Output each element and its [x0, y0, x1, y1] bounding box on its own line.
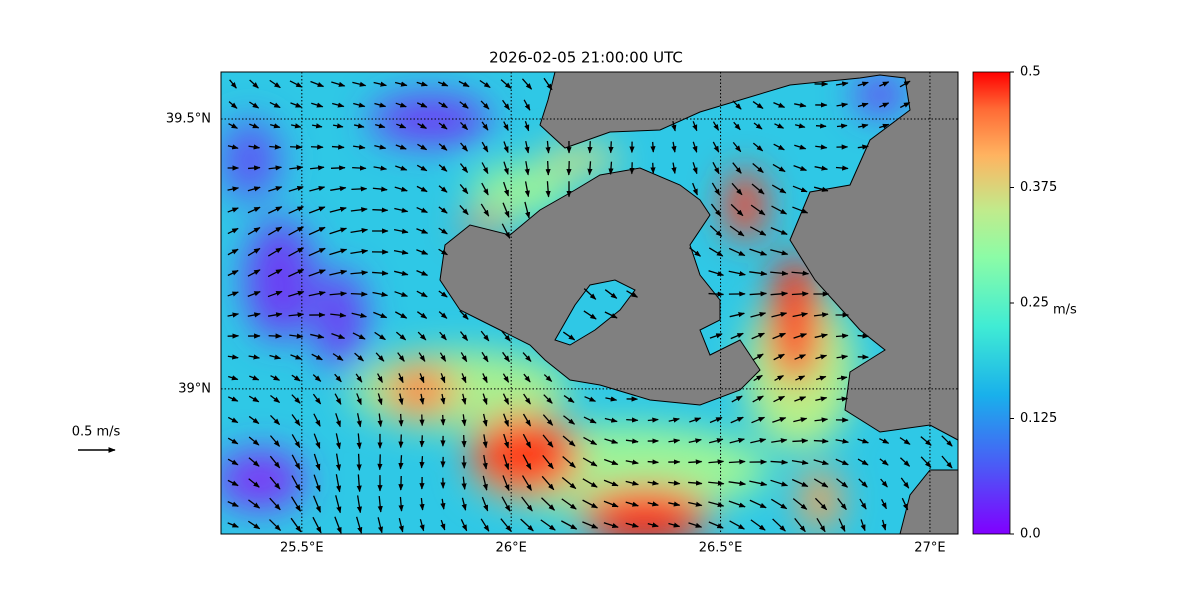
current-arrow — [611, 162, 612, 175]
current-arrow — [401, 414, 402, 426]
lat-tick-label: 39.5°N — [166, 111, 211, 126]
current-arrow — [331, 168, 345, 169]
colorbar-tick-label: 0.25 — [1020, 296, 1049, 311]
current-arrow — [858, 336, 869, 337]
current-arrow — [401, 434, 402, 447]
current-arrow — [290, 147, 302, 148]
current-arrow — [332, 147, 344, 148]
current-arrow — [816, 126, 826, 127]
lat-tick-label: 39°N — [178, 381, 211, 396]
speed-field — [215, 72, 958, 543]
current-arrow — [626, 420, 638, 421]
current-arrow — [648, 462, 659, 463]
current-arrow — [464, 435, 465, 447]
current-arrow — [422, 435, 423, 446]
colorbar-tick-label: 0.375 — [1020, 180, 1057, 195]
current-arrow — [422, 456, 423, 468]
current-arrow — [611, 141, 612, 152]
colorbar-tick-label: 0.0 — [1020, 527, 1041, 542]
current-arrow — [248, 168, 260, 169]
current-arrow — [351, 294, 367, 295]
colorbar-tick-label: 0.5 — [1020, 65, 1041, 80]
current-arrow — [653, 142, 654, 152]
current-arrow — [351, 189, 366, 190]
map-title: 2026-02-05 21:00:00 UTC — [489, 49, 683, 67]
current-arrow — [464, 456, 465, 468]
current-arrow — [443, 415, 444, 425]
current-arrow — [352, 168, 366, 169]
quiver-key-label: 0.5 m/s — [72, 425, 121, 440]
lon-tick-label: 26.5°E — [699, 541, 743, 556]
colorbar — [973, 72, 1010, 534]
colorbar-label: m/s — [1053, 303, 1077, 318]
current-arrow — [548, 161, 549, 175]
current-arrow — [372, 210, 387, 211]
current-arrow — [359, 454, 360, 470]
current-arrow — [311, 147, 323, 148]
current-arrow — [792, 441, 807, 442]
lon-tick-label: 27°E — [914, 541, 945, 556]
current-arrow — [814, 441, 828, 442]
current-arrow — [688, 462, 701, 463]
current-arrow — [653, 163, 654, 173]
current-arrow — [269, 336, 282, 337]
current-arrow — [709, 294, 724, 295]
lon-tick-label: 25.5°E — [280, 541, 324, 556]
lon-tick-label: 26°E — [496, 541, 527, 556]
colorbar-tick-label: 0.125 — [1020, 411, 1057, 426]
